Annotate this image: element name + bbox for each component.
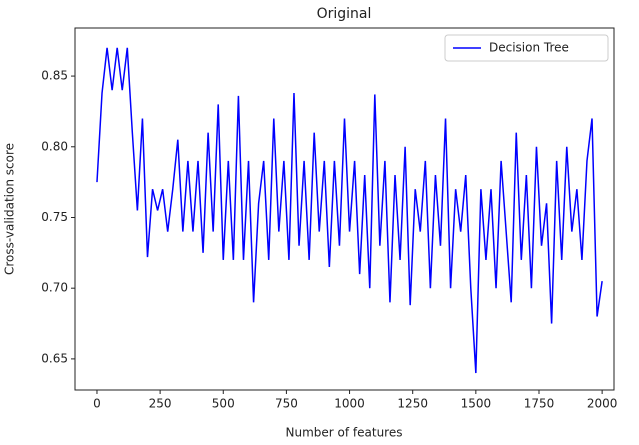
x-tick-label: 1000 <box>334 397 365 411</box>
x-tick-label: 500 <box>212 397 235 411</box>
y-tick-label: 0.85 <box>41 69 68 83</box>
legend-label: Decision Tree <box>489 41 569 55</box>
x-tick-label: 1750 <box>524 397 555 411</box>
y-tick-label: 0.80 <box>41 139 68 153</box>
chart-title: Original <box>317 6 372 22</box>
y-axis-label: Cross-validation score <box>3 143 17 275</box>
x-tick-label: 0 <box>93 397 101 411</box>
x-tick-label: 250 <box>149 397 172 411</box>
x-tick-label: 750 <box>275 397 298 411</box>
legend-box <box>444 34 609 62</box>
x-tick-label: 1250 <box>397 397 428 411</box>
y-tick-label: 0.75 <box>41 210 68 224</box>
plot-frame <box>74 27 615 391</box>
data-line <box>96 47 603 374</box>
y-tick-label: 0.70 <box>41 281 68 295</box>
x-tick-label: 2000 <box>587 397 618 411</box>
x-axis-label: Number of features <box>286 426 403 440</box>
y-tick-label: 0.65 <box>41 351 68 365</box>
x-tick-label: 1500 <box>461 397 492 411</box>
